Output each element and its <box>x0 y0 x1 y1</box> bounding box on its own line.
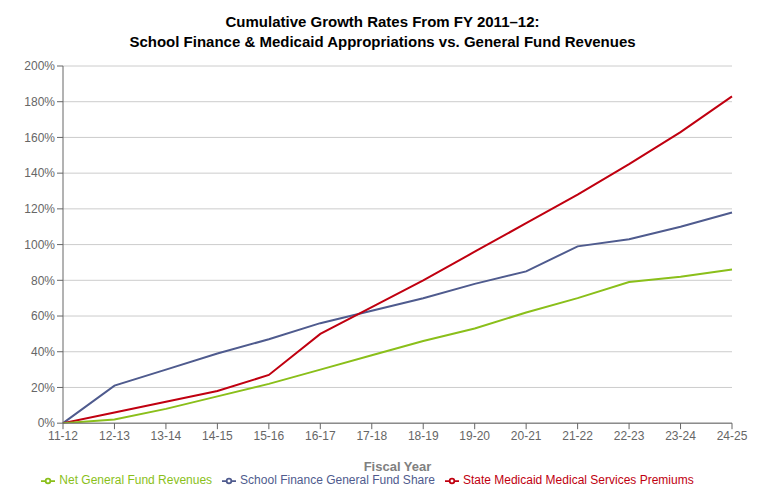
svg-text:20-21: 20-21 <box>511 429 542 443</box>
svg-text:22-23: 22-23 <box>614 429 645 443</box>
html-text:Net General Fund Revenues: Net General Fund Revenues <box>59 473 213 488</box>
svg-text:14-15: 14-15 <box>202 429 233 443</box>
svg-text:40%: 40% <box>31 345 55 359</box>
svg-text:11-12: 11-12 <box>48 429 78 443</box>
svg-text:16-17: 16-17 <box>305 429 336 443</box>
svg-text:23-24: 23-24 <box>665 429 696 443</box>
svg-text:17-18: 17-18 <box>356 429 387 443</box>
html-text:State Medicaid Medical Service: State Medicaid Medical Services Premiums <box>462 473 694 488</box>
svg-text:13-14: 13-14 <box>151 429 182 443</box>
svg-text:200%: 200% <box>24 59 55 73</box>
svg-text:100%: 100% <box>24 238 55 252</box>
svg-text:12-13: 12-13 <box>99 429 130 443</box>
svg-text:120%: 120% <box>24 202 55 216</box>
svg-text:140%: 140% <box>24 166 55 180</box>
html-text:Cumulative Growth Rates From F: Cumulative Growth Rates From FY 2011–12:… <box>129 13 636 50</box>
svg-text:21-22: 21-22 <box>562 429 593 443</box>
svg-text:60%: 60% <box>31 309 55 323</box>
svg-text:15-16: 15-16 <box>253 429 284 443</box>
svg-text:160%: 160% <box>24 131 55 145</box>
svg-text:19-20: 19-20 <box>459 429 490 443</box>
svg-text:0%: 0% <box>38 416 56 430</box>
html-text:School Finance General Fund Sh: School Finance General Fund Share <box>240 473 435 488</box>
svg-text:180%: 180% <box>24 95 55 109</box>
svg-text:18-19: 18-19 <box>408 429 439 443</box>
svg-text:Fiscal Year: Fiscal Year <box>364 459 432 474</box>
svg-text:80%: 80% <box>31 274 55 288</box>
svg-text:20%: 20% <box>31 381 55 395</box>
svg-text:24-25: 24-25 <box>717 429 748 443</box>
